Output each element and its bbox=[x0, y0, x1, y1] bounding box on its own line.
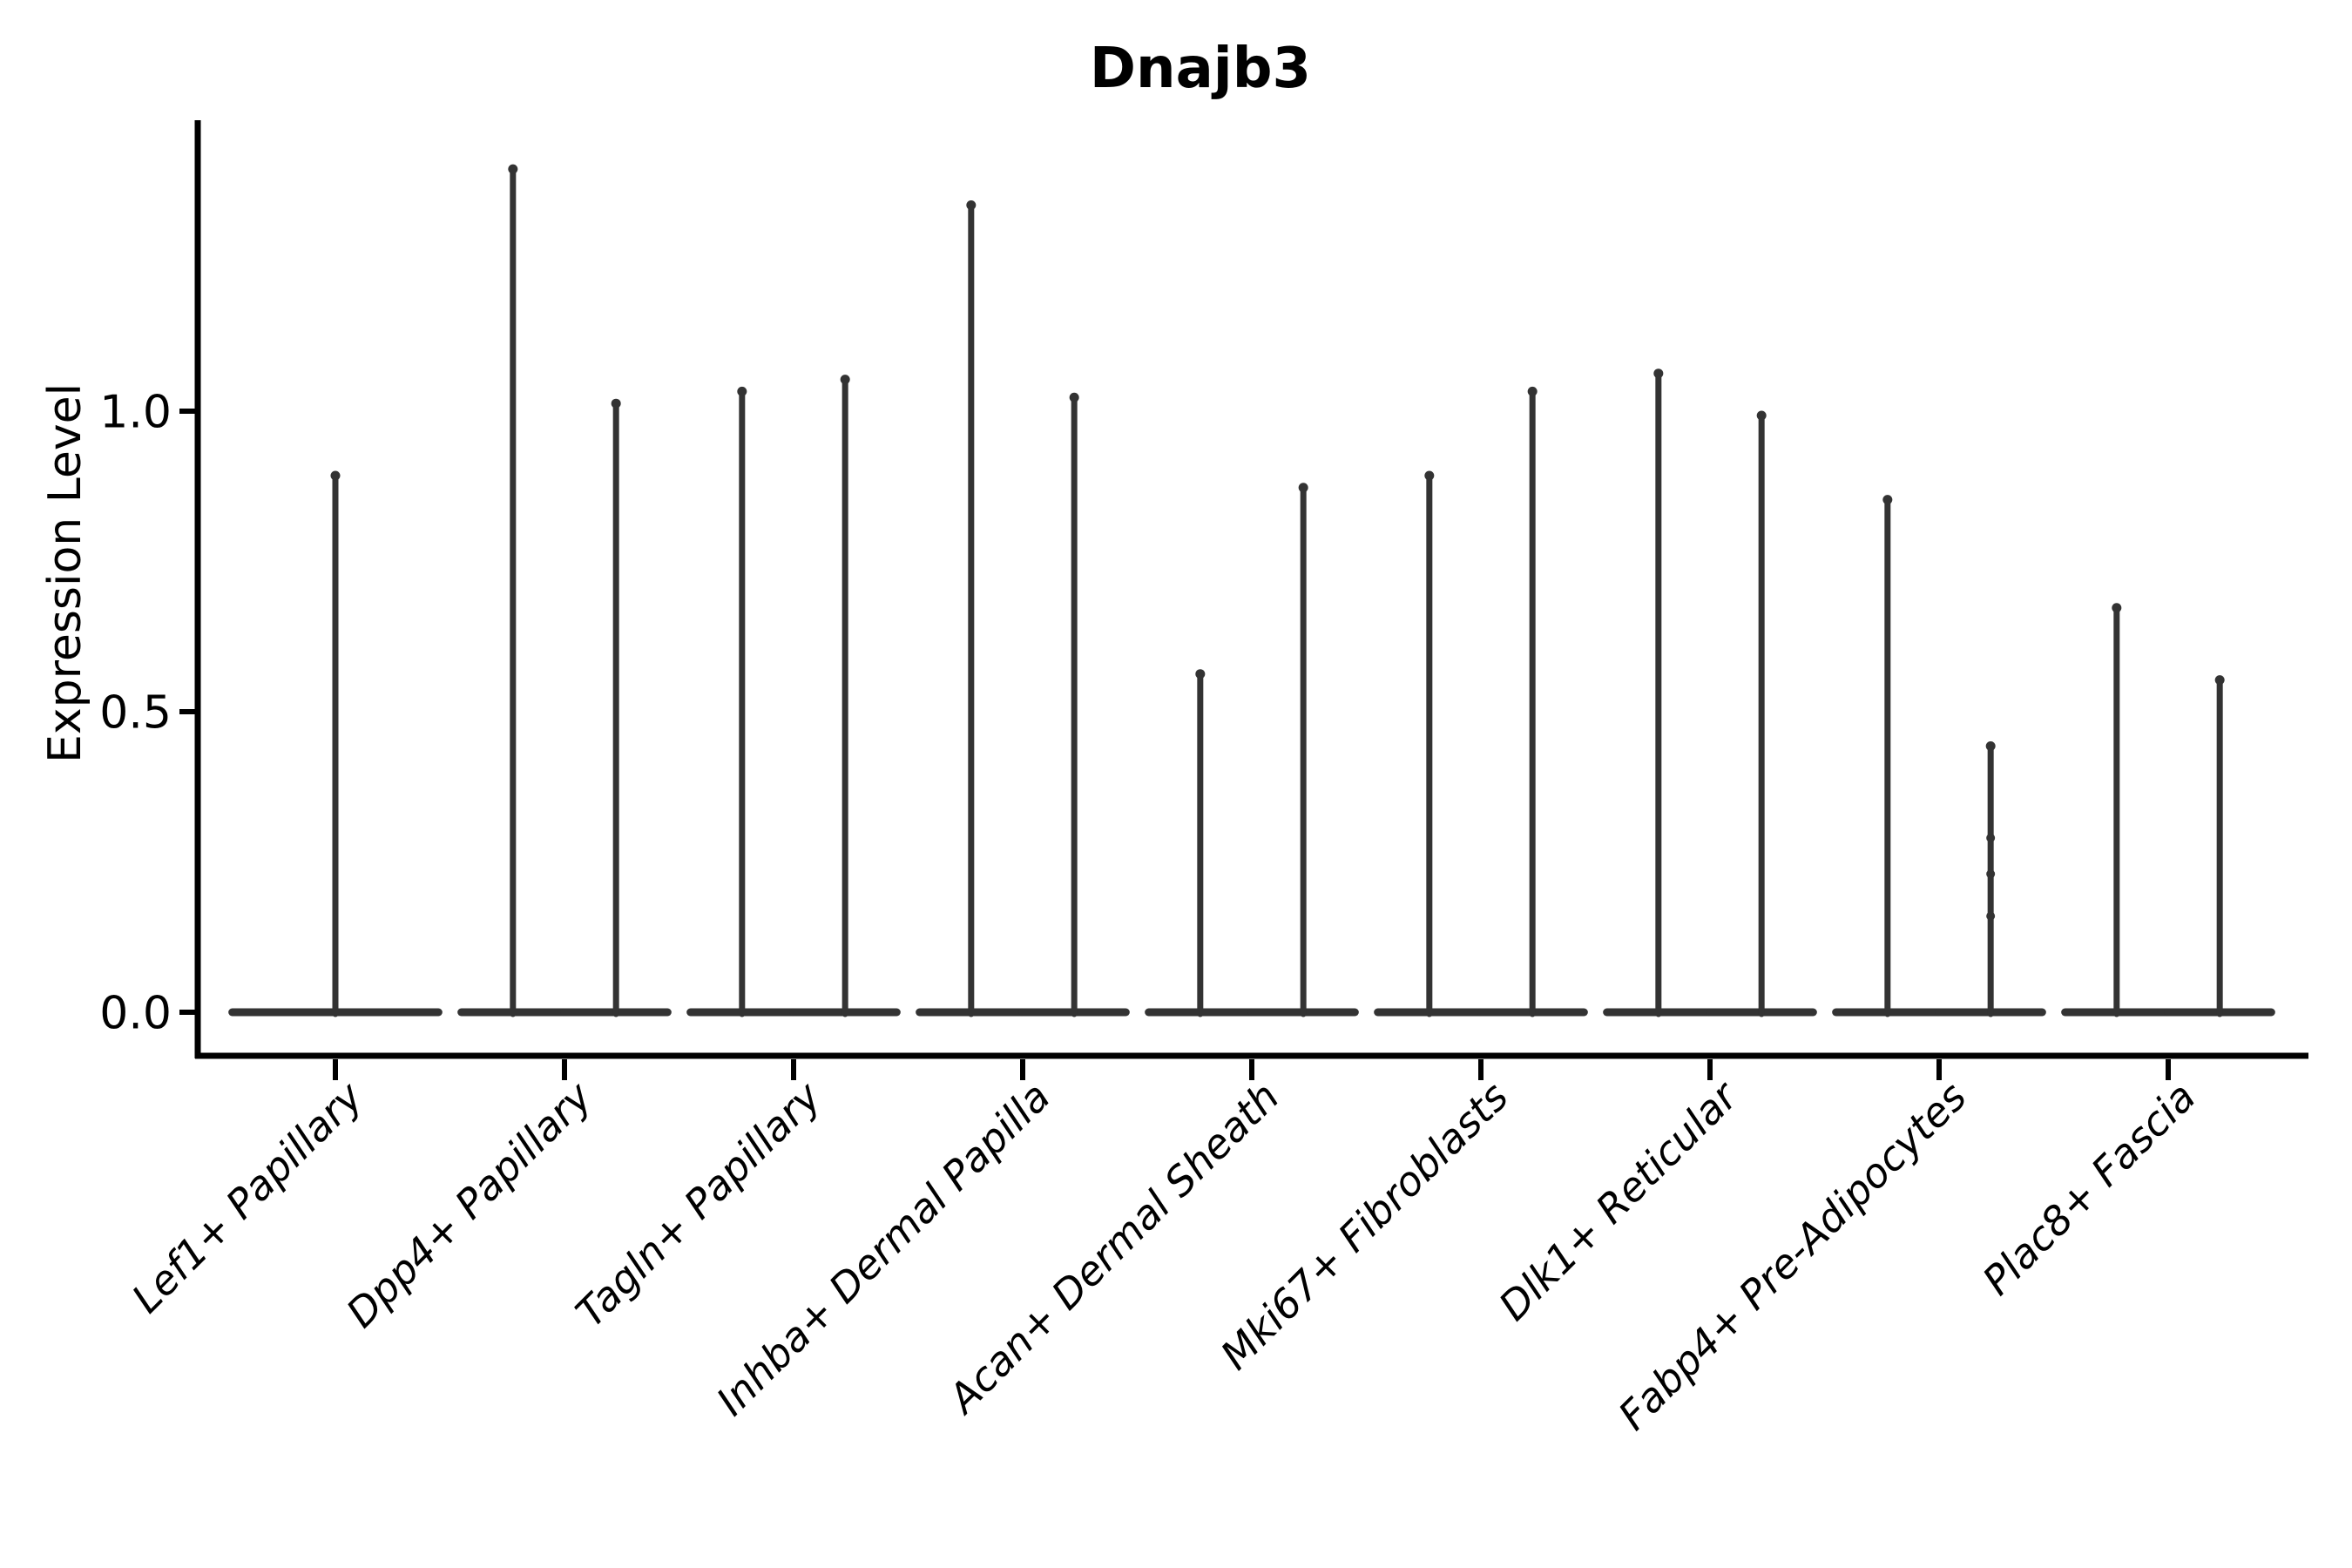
violin-spike-cap bbox=[1424, 470, 1435, 481]
y-tick-label: 1.0 bbox=[99, 387, 172, 439]
violin-bump bbox=[1986, 911, 1996, 921]
x-tick-label: Tagln+ Papillary bbox=[566, 1072, 830, 1336]
violin-spike-cap bbox=[1195, 669, 1206, 679]
y-tick-label: 0.5 bbox=[99, 687, 172, 740]
violin-spike-cap bbox=[508, 164, 518, 174]
x-tick-label: Dpp4+ Papillary bbox=[337, 1072, 601, 1336]
violin-spike-cap bbox=[1527, 386, 1538, 396]
violins-layer bbox=[228, 164, 2275, 1017]
y-axis-label: Expression Level bbox=[39, 383, 91, 763]
violin-spike-cap bbox=[1985, 741, 1996, 751]
x-tick-label: Lef1+ Papillary bbox=[123, 1072, 372, 1321]
y-tick-label: 0.0 bbox=[99, 988, 172, 1040]
violin-spike-cap bbox=[1756, 410, 1767, 421]
violin-spike-cap bbox=[611, 398, 621, 409]
violin-spike-cap bbox=[966, 200, 977, 210]
chart-title: Dnajb3 bbox=[1090, 37, 1311, 101]
violin-spike-cap bbox=[1882, 495, 1893, 505]
violin-spike-cap bbox=[330, 470, 341, 481]
x-tick-label: Plac8+ Fascia bbox=[1973, 1073, 2204, 1304]
violin-bump bbox=[1986, 869, 1996, 879]
violin-spike-cap bbox=[1069, 392, 1079, 402]
x-tick-label: Dlk1+ Reticular bbox=[1490, 1071, 1748, 1329]
violin-bump bbox=[1986, 833, 1996, 842]
violin-spike-cap bbox=[1298, 483, 1308, 493]
violin-spike-cap bbox=[2112, 603, 2122, 613]
violin-spike-cap bbox=[1653, 368, 1664, 379]
violin-spike-cap bbox=[2214, 675, 2225, 686]
violin-spike-cap bbox=[737, 386, 747, 396]
violin-spike-cap bbox=[840, 375, 850, 385]
